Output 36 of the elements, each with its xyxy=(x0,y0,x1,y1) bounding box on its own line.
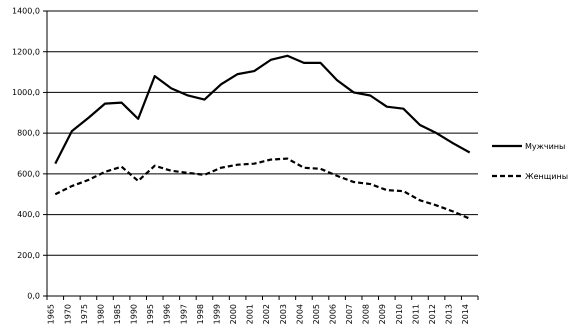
x-tick-label: 2002 xyxy=(262,304,272,324)
x-tick-label: 1999 xyxy=(212,304,222,324)
y-tick-label: 600,0 xyxy=(17,169,40,178)
x-tick-label: 2013 xyxy=(444,304,454,324)
x-tick-label: 1996 xyxy=(162,304,172,324)
x-tick-label: 1995 xyxy=(146,304,156,324)
y-tick-label: 0,0 xyxy=(27,292,40,301)
x-tick-label: 1975 xyxy=(80,304,89,324)
x-tick-label: 2004 xyxy=(295,304,304,324)
y-tick-label: 1400,0 xyxy=(12,6,40,16)
x-tick-label: 2001 xyxy=(246,304,255,324)
x-tick-label: 2014 xyxy=(461,304,470,324)
x-tick-label: 2007 xyxy=(345,304,354,324)
y-tick-label: 1200,0 xyxy=(12,47,40,56)
x-tick-label: 1985 xyxy=(112,304,122,324)
x-tick-label: 2003 xyxy=(278,304,288,324)
x-tick-label: 2012 xyxy=(428,304,437,324)
x-tick-label: 1970 xyxy=(63,304,72,324)
y-tick-label: 800,0 xyxy=(17,128,40,138)
x-tick-label: 2010 xyxy=(394,304,404,324)
x-tick-label: 2006 xyxy=(328,304,338,324)
y-tick-label: 200,0 xyxy=(17,250,40,260)
x-tick-label: 1990 xyxy=(130,304,139,324)
x-tick-label: 2005 xyxy=(312,304,321,324)
x-tick-label: 1980 xyxy=(96,304,106,324)
x-tick-label: 2000 xyxy=(229,304,238,324)
x-tick-label: 2008 xyxy=(362,304,371,324)
legend-label: Женщины xyxy=(525,172,568,181)
y-tick-label: 1000,0 xyxy=(12,88,40,97)
legend-label: Мужчины xyxy=(525,142,566,151)
x-tick-label: 1965 xyxy=(46,304,56,324)
x-tick-label: 1997 xyxy=(179,304,188,324)
x-tick-label: 2009 xyxy=(378,304,388,324)
y-tick-label: 400,0 xyxy=(17,210,40,220)
x-tick-label: 1998 xyxy=(196,304,205,324)
x-tick-label: 2011 xyxy=(411,304,420,324)
